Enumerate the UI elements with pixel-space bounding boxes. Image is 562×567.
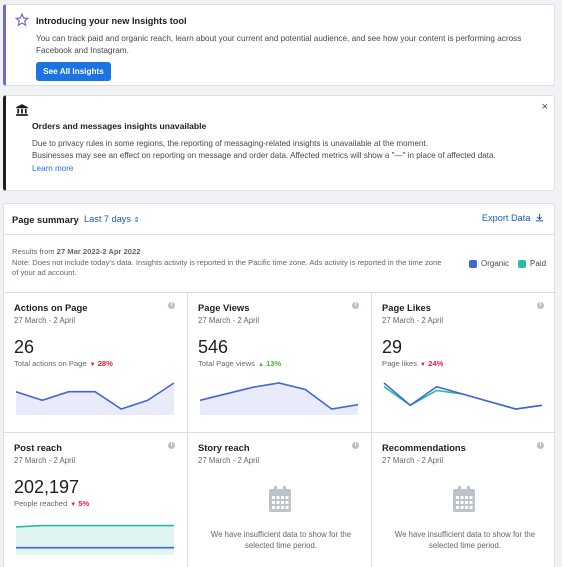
metric-subtitle: Total Page views ▲ 13% bbox=[198, 359, 281, 368]
paid-swatch bbox=[518, 259, 526, 268]
metric-subtitle: Page likes ▼ 24% bbox=[382, 359, 443, 368]
banner-line: Businesses may see an effect on reportin… bbox=[32, 151, 496, 160]
banner-line: Due to privacy rules in some regions, th… bbox=[32, 139, 428, 148]
messages-insights-banner: × Orders and messages insights unavailab… bbox=[3, 95, 555, 191]
sparkline-series bbox=[15, 524, 174, 528]
see-all-insights-button[interactable]: See All Insights bbox=[36, 62, 111, 81]
insufficient-data-message: We have insufficient data to show for th… bbox=[394, 530, 536, 550]
info-icon[interactable]: i bbox=[537, 302, 544, 309]
tile-title: Recommendations bbox=[382, 442, 466, 453]
export-label: Export Data bbox=[481, 213, 531, 223]
download-icon bbox=[535, 213, 544, 222]
sparkline-area bbox=[16, 525, 174, 555]
info-icon[interactable]: i bbox=[352, 442, 359, 449]
info-icon[interactable]: i bbox=[537, 442, 544, 449]
banner-body: Due to privacy rules in some regions, th… bbox=[32, 138, 542, 162]
banner-title: Orders and messages insights unavailable bbox=[32, 121, 207, 131]
trend-percent: 28% bbox=[97, 359, 113, 368]
tile-title: Story reach bbox=[198, 442, 250, 453]
sparkline-chart bbox=[199, 382, 359, 415]
bank-icon bbox=[16, 104, 28, 116]
sparkline-chart bbox=[15, 382, 175, 415]
star-icon bbox=[15, 13, 29, 27]
sparkline-area bbox=[16, 383, 174, 415]
learn-more-link[interactable]: Learn more bbox=[32, 164, 74, 173]
trend-down-indicator: ▼ 24% bbox=[420, 359, 443, 368]
trend-percent: 13% bbox=[266, 359, 282, 368]
down-arrow-icon: ▼ bbox=[89, 362, 96, 368]
trend-percent: 24% bbox=[428, 359, 444, 368]
tile-title: Post reach bbox=[14, 442, 62, 453]
tile-date: 27 March - 2 April bbox=[14, 316, 76, 325]
info-icon[interactable]: i bbox=[352, 302, 359, 309]
tile-date: 27 March - 2 April bbox=[14, 456, 76, 465]
date-range-dropdown[interactable]: Last 7 days ⇕ bbox=[84, 214, 139, 224]
legend-label: Organic bbox=[481, 259, 510, 268]
sparkline-series bbox=[15, 382, 175, 410]
tile-date: 27 March - 2 April bbox=[198, 316, 260, 325]
trend-down-indicator: ▼ 28% bbox=[90, 359, 113, 368]
metric-sub-label: Total Page views bbox=[198, 359, 255, 368]
tile-date: 27 March - 2 April bbox=[382, 456, 444, 465]
down-arrow-icon: ▼ bbox=[420, 362, 426, 368]
page-summary-panel: Page summary Last 7 days ⇕ Export Data R… bbox=[3, 203, 556, 567]
metric-subtitle: People reached ▼ 5% bbox=[14, 499, 89, 508]
banner-title: Introducing your new Insights tool bbox=[36, 16, 187, 26]
close-icon[interactable]: × bbox=[541, 101, 548, 113]
tile-title: Page Likes bbox=[382, 302, 431, 313]
sparkline-chart bbox=[15, 524, 174, 555]
results-prefix: Results from bbox=[12, 247, 57, 256]
date-range-label: Last 7 days bbox=[84, 214, 131, 224]
sort-arrows-icon: ⇕ bbox=[133, 217, 140, 224]
insufficient-data-message: We have insufficient data to show for th… bbox=[210, 530, 352, 550]
metric-value: 546 bbox=[198, 337, 229, 357]
metric-tile[interactable]: Actions on Page 27 March - 2 April i 26 Tota… bbox=[4, 292, 188, 432]
organic-swatch bbox=[469, 259, 477, 268]
trend-down-indicator: ▼ 5% bbox=[70, 499, 89, 508]
summary-header: Page summary Last 7 days ⇕ Export Data bbox=[4, 204, 554, 235]
calendar-icon bbox=[453, 486, 475, 512]
tile-date: 27 March - 2 April bbox=[382, 316, 444, 325]
legend-paid: Paid bbox=[518, 259, 546, 268]
tile-date: 27 March - 2 April bbox=[198, 456, 260, 465]
results-range: 27 Mar 2022-2 Apr 2022 bbox=[56, 247, 141, 256]
metric-sub-label: Total actions on Page bbox=[14, 359, 87, 368]
sparkline-series bbox=[199, 382, 359, 410]
metric-tile[interactable]: Story reach 27 March - 2 April i We have in… bbox=[188, 432, 372, 567]
results-note: Note: Does not include today's data. Ins… bbox=[12, 257, 442, 278]
export-data-button[interactable]: Export Data bbox=[482, 213, 544, 223]
metric-value: 202,197 bbox=[14, 477, 80, 497]
results-meta: Results from 27 Mar 2022-2 Apr 2022 Note… bbox=[12, 247, 442, 279]
banner-body: You can track paid and organic reach, le… bbox=[36, 34, 522, 55]
metric-tile[interactable]: Page Views 27 March - 2 April i 546 Total Pa… bbox=[188, 292, 372, 432]
insights-tool-banner: Introducing your new Insights tool You c… bbox=[3, 4, 555, 86]
tile-title: Actions on Page bbox=[14, 302, 88, 313]
metric-sub-label: Page likes bbox=[382, 359, 418, 368]
trend-up-indicator: ▲ 13% bbox=[258, 359, 281, 368]
sparkline-series bbox=[383, 382, 543, 410]
calendar-icon bbox=[269, 486, 291, 512]
metric-tile[interactable]: Post reach 27 March - 2 April i 202,197 Peop… bbox=[4, 432, 188, 567]
tile-title: Page Views bbox=[198, 302, 250, 313]
sparkline-chart bbox=[383, 382, 543, 410]
legend-organic: Organic bbox=[469, 259, 509, 268]
metric-subtitle: Total actions on Page ▼ 28% bbox=[14, 359, 113, 368]
up-arrow-icon: ▲ bbox=[257, 362, 264, 368]
info-icon[interactable]: i bbox=[168, 442, 175, 449]
sparkline-series bbox=[383, 386, 543, 410]
metric-value: 26 bbox=[14, 337, 35, 357]
sparkline-area bbox=[200, 383, 358, 415]
metric-value: 29 bbox=[382, 337, 403, 357]
info-icon[interactable]: i bbox=[168, 302, 175, 309]
metric-tile[interactable]: Recommendations 27 March - 2 April i We hav… bbox=[372, 432, 556, 567]
metric-sub-label: People reached bbox=[14, 499, 68, 508]
trend-percent: 5% bbox=[78, 499, 90, 508]
page-title: Page summary bbox=[12, 214, 79, 225]
down-arrow-icon: ▼ bbox=[70, 502, 77, 508]
metric-tile[interactable]: Page Likes 27 March - 2 April i 29 Page like… bbox=[372, 292, 556, 432]
legend-label: Paid bbox=[530, 259, 547, 268]
